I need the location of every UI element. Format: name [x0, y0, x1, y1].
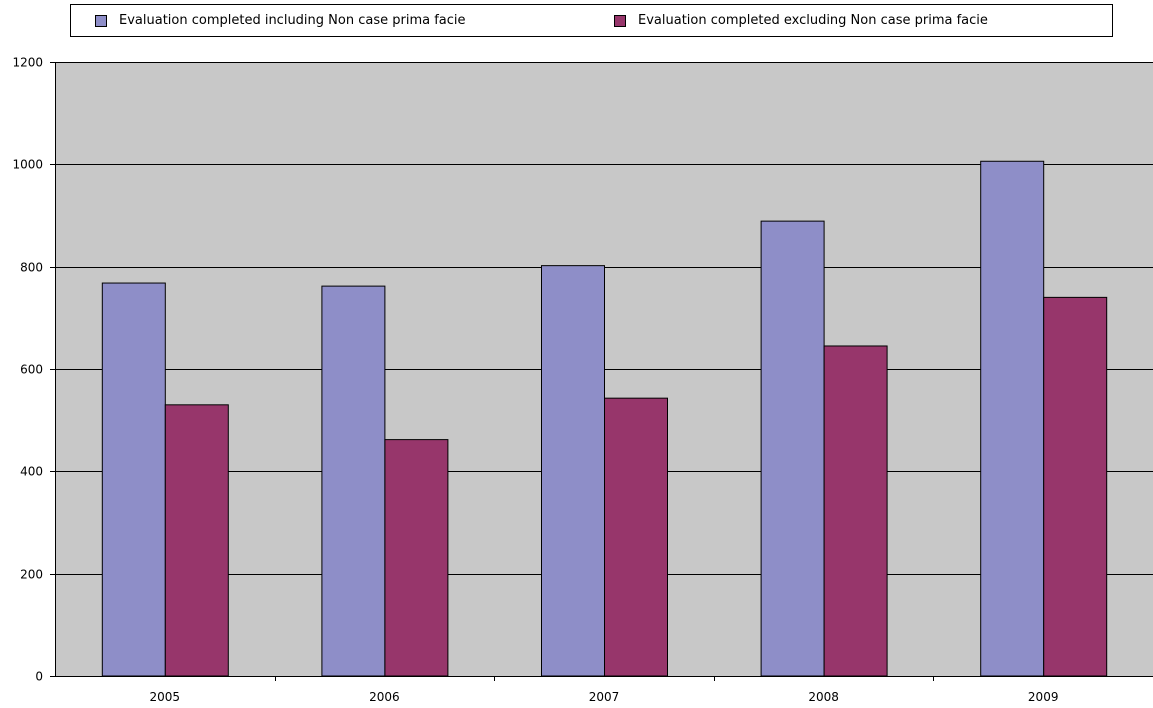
y-tick-label: 400	[20, 465, 43, 479]
bar-including-2008	[760, 220, 825, 677]
bar-including-2005	[101, 282, 166, 677]
bar-excluding-2007	[604, 397, 668, 677]
bar-excluding-2005	[164, 404, 229, 677]
legend-label-including: Evaluation completed including Non case …	[119, 13, 466, 28]
legend-swatch-including	[95, 14, 107, 27]
y-tick-label: 600	[20, 363, 43, 377]
legend-item-excluding: Evaluation completed excluding Non case …	[614, 5, 988, 36]
y-tick-label: 1200	[12, 56, 43, 70]
x-tick-label: 2008	[808, 690, 839, 704]
legend-item-including: Evaluation completed including Non case …	[95, 5, 466, 36]
y-tick-label: 200	[20, 568, 43, 582]
x-tick-label: 2007	[589, 690, 620, 704]
y-tick-label: 0	[35, 670, 43, 684]
legend-label-excluding: Evaluation completed excluding Non case …	[638, 13, 988, 28]
bar-including-2007	[541, 265, 605, 677]
y-tick-label: 1000	[12, 158, 43, 172]
bar-excluding-2009	[1043, 296, 1108, 677]
legend: Evaluation completed including Non case …	[70, 4, 1113, 37]
y-tick-label: 800	[20, 261, 43, 275]
x-tick-label: 2009	[1028, 690, 1059, 704]
bar-excluding-2006	[384, 439, 449, 677]
bar-including-2006	[321, 285, 386, 677]
x-tick-label: 2006	[369, 690, 400, 704]
bar-excluding-2008	[823, 345, 888, 677]
x-tick-label: 2005	[150, 690, 181, 704]
bar-including-2009	[980, 160, 1045, 677]
legend-swatch-excluding	[614, 14, 626, 27]
